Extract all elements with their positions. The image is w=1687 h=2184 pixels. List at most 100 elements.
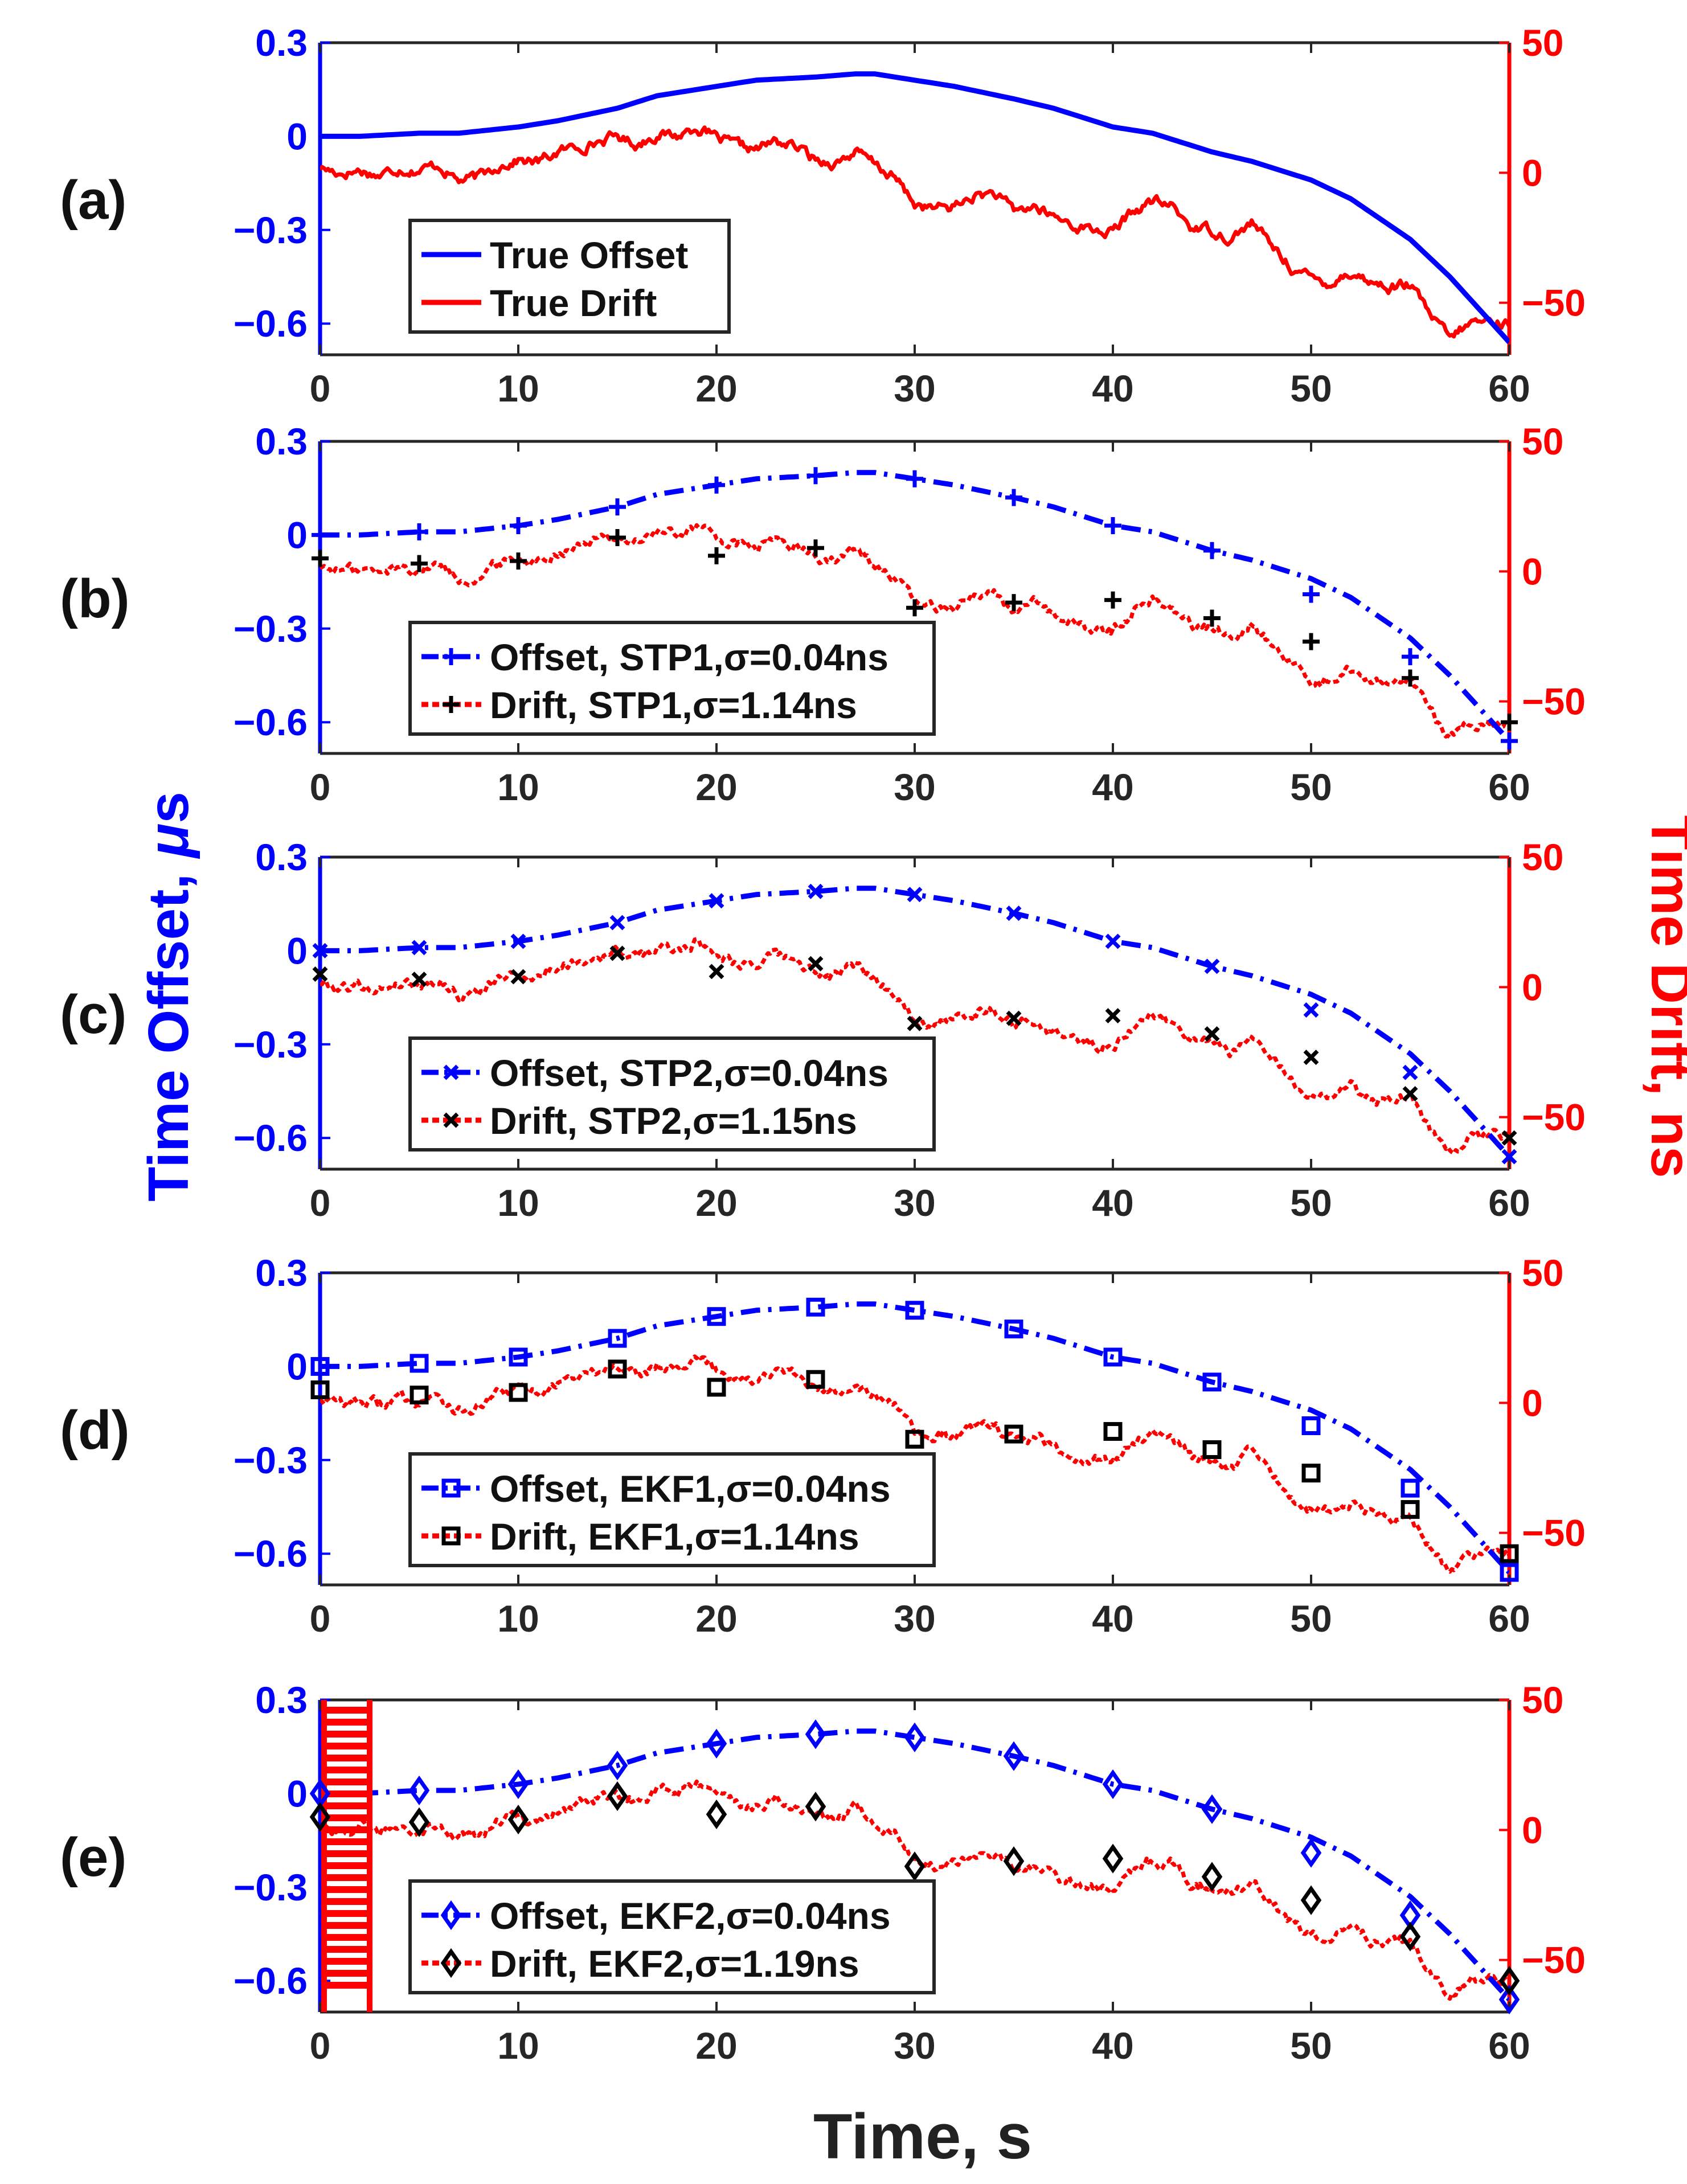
legend-marker-swatch: [440, 1948, 462, 1978]
legend: Offset, EKF1,σ=0.04ns Drift, EKF1,σ=1.14n…: [408, 1452, 936, 1567]
drift-markers: [312, 528, 1518, 731]
offset-marker: [1006, 905, 1022, 921]
x-tick-label: 50: [1290, 1597, 1332, 1640]
offset-marker: [1401, 1478, 1420, 1498]
x-tick-label: 40: [1092, 2025, 1133, 2067]
drift-marker: [1402, 669, 1419, 687]
x-tick-label: 0: [310, 1597, 331, 1640]
legend-label: Drift, EKF1,σ=1.14ns: [490, 1515, 859, 1558]
offset-marker: [1204, 958, 1220, 974]
drift-marker: [907, 1015, 923, 1031]
y-right-tick-label: 0: [1522, 550, 1543, 592]
y-right-tick-label: −50: [1522, 681, 1586, 723]
y-left-tick-label: −0.6: [234, 1117, 308, 1159]
legend-label-text: Offset, EKF1,: [490, 1468, 726, 1510]
y-left-tick-label: −0.6: [234, 302, 308, 345]
legend: Offset, EKF2,σ=0.04ns Drift, EKF2,σ=1.19n…: [408, 1879, 936, 1994]
offset-marker: [1498, 1984, 1520, 2015]
y-right-tick-label: 0: [1522, 1382, 1543, 1424]
drift-marker: [805, 1792, 826, 1822]
y-right-tick-label: −50: [1522, 1939, 1586, 1981]
drift-marker: [1104, 591, 1121, 609]
legend-sigma-text: σ=0.04ns: [726, 1895, 890, 1937]
x-axis-label: Time, s: [813, 2101, 1032, 2172]
drift-marker: [1300, 1885, 1322, 1915]
y-left-tick-label: 0.3: [255, 1679, 308, 1721]
offset-marker: [905, 1301, 924, 1320]
offset-marker: [310, 1357, 330, 1376]
offset-marker: [609, 498, 626, 516]
offset-marker: [510, 517, 527, 534]
offset-marker: [1005, 489, 1022, 506]
y-right-tick-label: 50: [1522, 1679, 1563, 1721]
offset-marker: [1402, 648, 1419, 666]
legend-box: [408, 621, 936, 736]
legend-sigma-text: σ=1.14ns: [693, 684, 857, 726]
offset-marker: [411, 523, 428, 540]
offset-marker: [1500, 1563, 1519, 1582]
y-left-tick-label: 0.3: [255, 420, 308, 462]
drift-marker: [1006, 1010, 1022, 1026]
legend-label: Drift, EKF2,σ=1.19ns: [490, 1943, 859, 1985]
x-tick-label: 50: [1290, 766, 1332, 808]
x-tick-label: 30: [894, 367, 935, 409]
y-left-tick-label: −0.6: [234, 701, 308, 743]
legend-label: Offset, EKF2,σ=0.04ns: [490, 1895, 891, 1937]
drift-marker: [1501, 1130, 1517, 1146]
panel-label: (a): [60, 170, 126, 231]
drift-marker: [509, 1383, 528, 1402]
panel-a: (a) 0 10 20 30 40 50 60 0.3 0 −0.3 −0.6 50 0 −50 True O…: [60, 22, 1586, 409]
drift-marker: [1402, 1086, 1418, 1102]
drift-marker: [1105, 1008, 1121, 1024]
legend-label-text: Drift, EKF1,: [490, 1515, 694, 1558]
y-left-tick-label: 0: [286, 1345, 308, 1387]
legend-label-text: Drift, STP1,: [490, 684, 693, 726]
x-tick-label: 10: [497, 766, 539, 808]
x-tick-label: 30: [894, 1597, 935, 1640]
offset-curve: [320, 71, 1509, 345]
y-left-tick-label: −0.6: [234, 1960, 308, 2002]
drift-marker: [806, 1370, 825, 1389]
offset-marker: [1102, 1769, 1124, 1800]
offset-marker: [708, 476, 725, 494]
drift-marker: [1003, 1846, 1025, 1876]
drift-marker: [807, 539, 824, 557]
drift-marker: [808, 956, 824, 972]
offset-marker: [510, 933, 526, 949]
legend-sigma-text: σ=0.04ns: [724, 636, 888, 678]
offset-marker: [1301, 1416, 1321, 1436]
drift-marker: [905, 1429, 924, 1449]
drift-marker: [706, 1799, 727, 1830]
legend-label: True Offset: [490, 234, 688, 276]
x-tick-label: 30: [894, 1182, 935, 1224]
drift-marker: [607, 1781, 628, 1812]
offset-marker: [608, 1329, 627, 1348]
y-right-tick-label: 0: [1522, 151, 1543, 194]
legend-marker-swatch: [441, 1478, 461, 1498]
drift-marker: [312, 966, 328, 982]
offset-marker: [1003, 1741, 1025, 1771]
offset-marker: [805, 1719, 826, 1749]
x-tick-label: 10: [497, 1597, 539, 1640]
legend-sigma-text: σ=1.15ns: [693, 1100, 857, 1142]
drift-marker: [510, 969, 526, 985]
drift-marker: [1203, 609, 1221, 627]
panel-label: (d): [60, 1400, 130, 1461]
legend-label: Offset, STP2,σ=0.04ns: [490, 1052, 888, 1094]
legend-box: [408, 219, 731, 334]
y-left-tick-label: 0: [286, 514, 308, 556]
offset-marker: [904, 1722, 926, 1752]
plot-lines: [320, 1700, 1509, 2012]
x-tick-label: 40: [1092, 766, 1133, 808]
offset-marker: [907, 887, 923, 903]
offset-marker: [411, 940, 427, 956]
drift-marker: [1201, 1862, 1223, 1892]
x-tick-label: 10: [497, 1182, 539, 1224]
drift-marker: [411, 972, 427, 987]
offset-marker: [1501, 1149, 1517, 1165]
drift-marker: [1399, 1921, 1421, 1952]
drift-marker: [1202, 1440, 1222, 1460]
drift-marker: [1102, 1843, 1124, 1874]
y-right-tick-label: 0: [1522, 966, 1543, 1008]
offset-marker: [706, 1728, 727, 1759]
